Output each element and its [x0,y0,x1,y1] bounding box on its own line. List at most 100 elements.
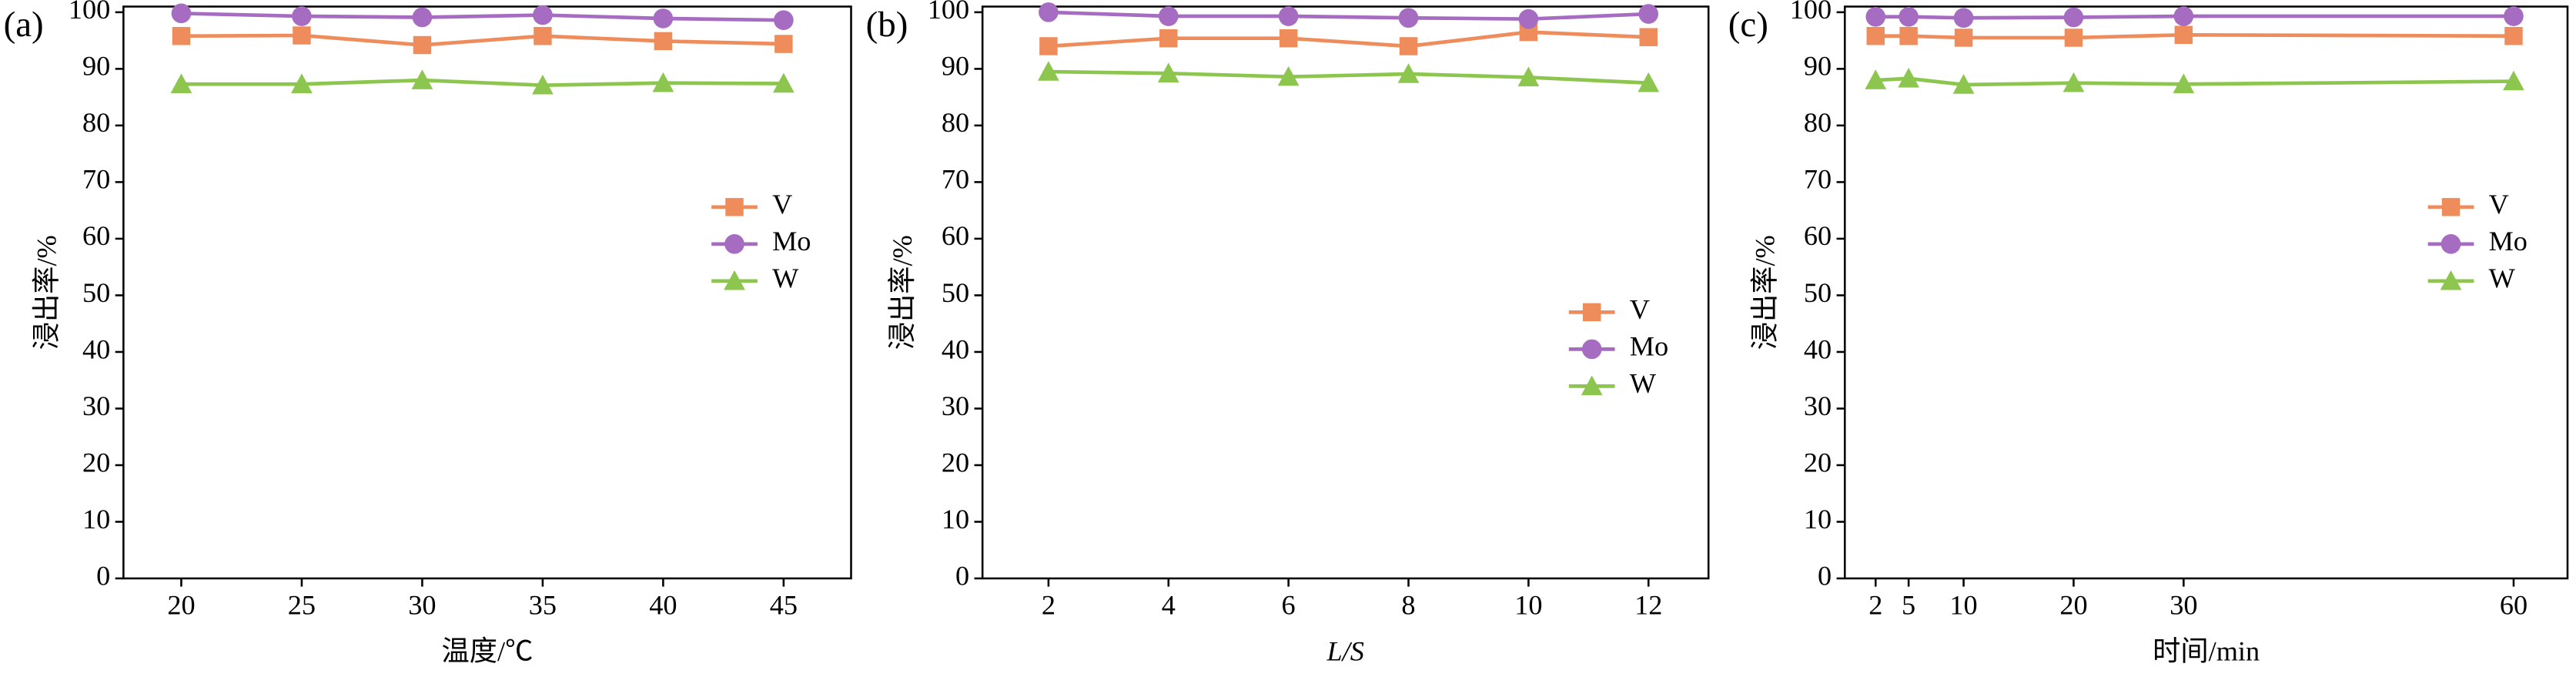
y-tick-label: 80 [942,107,969,138]
marker [1899,6,1919,27]
series-line [181,12,784,22]
x-tick-label: 30 [2170,590,2197,621]
plot-frame [122,5,852,580]
marker [1398,8,1419,28]
marker [532,74,554,95]
y-tick-label: 60 [82,220,110,251]
y-tick-label: 10 [1804,504,1832,535]
marker [1157,62,1179,83]
series-line [1048,10,1649,22]
marker [533,5,553,25]
y-tick-label: 30 [1804,390,1832,421]
marker [172,27,191,45]
plot-frame [1843,5,2569,580]
y-tick-label: 50 [1804,277,1832,308]
marker [774,35,793,53]
y-tick-label: 0 [96,560,110,591]
x-tick-label: 40 [649,590,677,621]
x-tick-label: 35 [529,590,557,621]
legend-label: W [1630,368,1657,399]
y-tick-label: 70 [1804,164,1832,195]
x-tick-label: 2 [1042,590,1055,621]
x-tick-label: 2 [1868,590,1882,621]
legend-label: V [2489,189,2509,220]
series-line [181,33,784,47]
legend-marker [724,234,744,254]
x-tick-label: 12 [1634,590,1662,621]
x-tick-label: 5 [1902,590,1915,621]
marker [1517,66,1540,87]
marker [171,3,192,24]
marker [1899,27,1918,45]
marker [1038,61,1059,81]
marker [1039,37,1058,55]
y-tick-label: 90 [942,51,969,82]
marker [1397,63,1420,83]
marker [1279,28,1298,48]
x-tick-label: 45 [770,590,798,621]
y-tick-label: 40 [942,333,969,364]
x-axis-label: L/S [1326,635,1363,666]
panel-label: (a) [4,5,44,45]
y-tick-label: 40 [82,333,110,364]
y-tick-label: 60 [1804,220,1832,251]
y-tick-label: 90 [1804,51,1832,82]
marker [1278,6,1299,26]
y-tick-label: 80 [1804,107,1832,138]
x-axis-label: 温度/℃ [442,635,534,666]
y-tick-label: 50 [82,277,110,308]
marker [1518,8,1539,29]
x-tick-label: 60 [2500,590,2527,621]
legend-label: W [772,263,799,293]
y-tick-label: 10 [82,504,110,535]
marker [291,73,313,93]
marker [1953,8,1974,28]
x-tick-label: 8 [1401,590,1415,621]
marker [1277,65,1300,86]
legend-label: Mo [772,226,811,256]
marker [2064,28,2083,47]
marker [2174,25,2193,45]
marker [1638,4,1659,24]
y-axis-label: 浸出率/% [32,235,62,350]
marker [2173,73,2195,93]
marker [1159,28,1178,48]
legend-marker [724,270,745,290]
x-tick-label: 20 [167,590,195,621]
x-tick-label: 6 [1282,590,1296,621]
y-axis-label: 浸出率/% [1749,235,1780,350]
legend-marker [1581,339,1602,360]
marker [2173,6,2194,26]
marker [1898,68,1919,88]
legend-label: V [772,189,792,220]
marker [1866,27,1885,45]
marker [1638,72,1660,92]
marker [1952,74,1975,94]
marker [2504,27,2523,45]
marker [170,73,192,93]
y-tick-label: 30 [82,390,110,421]
marker [654,32,673,51]
x-tick-label: 4 [1162,590,1176,621]
series-line [1048,69,1649,85]
marker [2504,6,2524,26]
legend-marker [2440,270,2462,290]
marker [774,10,794,30]
legend-label: Mo [2489,226,2527,256]
series-line [1875,76,2514,87]
marker [2503,70,2524,91]
y-tick-label: 100 [69,0,110,25]
y-tick-label: 60 [942,220,969,251]
marker [1954,28,1973,47]
marker [1865,69,1887,89]
y-tick-label: 20 [942,447,969,478]
marker [293,26,311,45]
y-tick-label: 100 [928,0,969,25]
legend-marker [2441,234,2461,254]
marker [653,8,674,28]
plot-frame [981,5,1710,580]
marker [2063,7,2084,28]
y-tick-label: 90 [82,51,110,82]
panel-label: (c) [1728,5,1768,45]
